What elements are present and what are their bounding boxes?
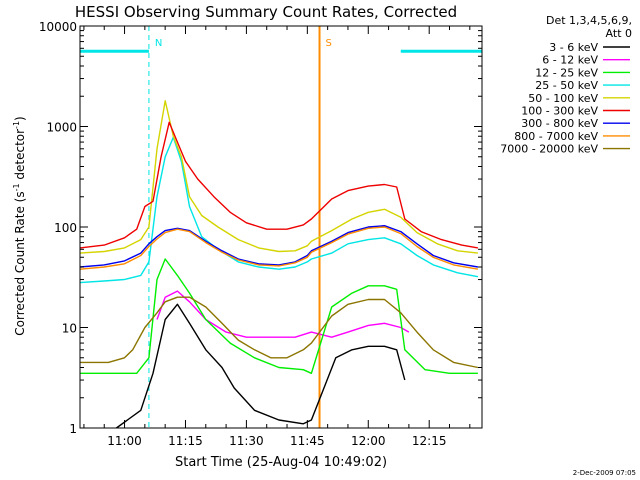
series-line bbox=[80, 296, 479, 369]
y-axis-label: Corrected Count Rate (s-1 detector-1) bbox=[12, 116, 27, 335]
series-line bbox=[156, 290, 410, 338]
series-line bbox=[79, 226, 479, 270]
y-tick-label: 1 bbox=[69, 422, 77, 436]
y-tick-label: 10 bbox=[62, 322, 77, 336]
y-axis-label-sup1: -1 bbox=[12, 183, 21, 191]
flag-marker-label: S bbox=[326, 38, 332, 49]
flag-marker-label: N bbox=[155, 38, 162, 49]
generation-timestamp: 2-Dec-2009 07:05 bbox=[573, 469, 636, 477]
legend-entry-label: 100 - 300 keV bbox=[521, 105, 598, 118]
series-line bbox=[115, 303, 406, 429]
x-axis-label: Start Time (25-Aug-04 10:49:02) bbox=[175, 455, 387, 470]
legend-entry-label: 12 - 25 keV bbox=[535, 66, 598, 79]
legend-entry-label: 6 - 12 keV bbox=[542, 54, 598, 67]
chart-title: HESSI Observing Summary Count Rates, Cor… bbox=[75, 3, 457, 21]
axes: 11:00 11:15 11:30 11:45 12:00 12:15 1 10 100 1000… bbox=[39, 20, 482, 448]
y-tick-label: 1000 bbox=[46, 121, 77, 135]
x-tick-label: 11:00 bbox=[107, 434, 142, 448]
x-tick-label: 11:30 bbox=[229, 434, 264, 448]
y-tick-label: 10000 bbox=[39, 20, 77, 34]
x-tick-label: 11:15 bbox=[168, 434, 203, 448]
y-axis-label-sup2: -1 bbox=[12, 121, 21, 129]
legend-entry-label: 800 - 7000 keV bbox=[514, 130, 598, 143]
legend-title-line2: Att 0 bbox=[606, 27, 632, 40]
legend-entry-label: 7000 - 20000 keV bbox=[500, 143, 598, 156]
y-axis-label-mid: detector bbox=[13, 129, 27, 184]
series-line bbox=[80, 258, 478, 374]
y-axis-label-main: Corrected Count Rate (s bbox=[13, 191, 27, 335]
legend-entry-label: 25 - 50 keV bbox=[535, 79, 598, 92]
y-tick-label: 100 bbox=[54, 221, 77, 235]
series-line bbox=[79, 121, 479, 249]
series-line bbox=[79, 224, 479, 268]
legend-title-line1: Det 1,3,4,5,6,9, bbox=[546, 14, 632, 27]
x-tick-label: 11:45 bbox=[290, 434, 325, 448]
x-tick-label: 12:15 bbox=[412, 434, 447, 448]
legend-entry-label: 300 - 800 keV bbox=[521, 117, 598, 130]
series-line bbox=[79, 136, 479, 284]
series-line bbox=[79, 100, 478, 254]
y-axis-label-end: ) bbox=[13, 116, 27, 121]
legend-entry-label: 50 - 100 keV bbox=[528, 92, 598, 105]
legend-entry-label: 3 - 6 keV bbox=[549, 41, 598, 54]
x-tick-label: 12:00 bbox=[351, 434, 386, 448]
